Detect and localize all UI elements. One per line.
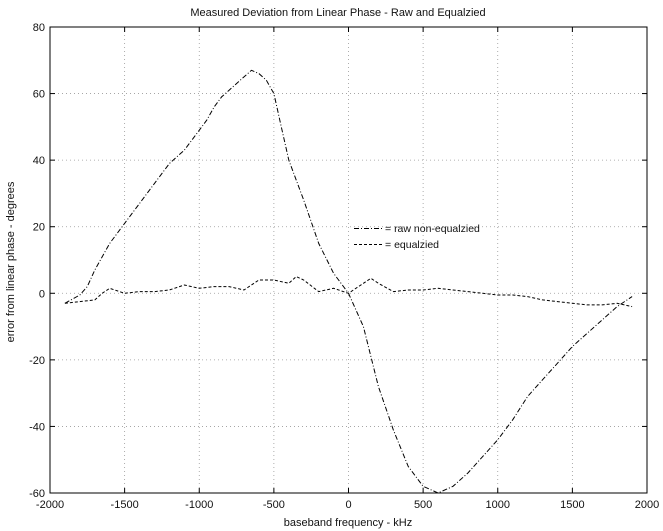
- axis-ticks: [49, 26, 648, 494]
- x-axis-label: baseband frequency - kHz: [284, 517, 412, 529]
- x-tick-labels: -2000 -1500 -1000 -500 0 500 1000 1500 2000: [36, 499, 659, 511]
- y-axis-label: error from linear phase - degrees: [5, 181, 17, 342]
- x-tick-label: -500: [263, 499, 285, 511]
- legend-label-equalized-name: equalzied: [394, 239, 439, 251]
- x-tick-label: 2000: [635, 499, 659, 511]
- y-tick-label: -20: [29, 355, 45, 367]
- legend: = raw non-equalzied = equalzied: [354, 223, 480, 251]
- y-tick-label: 20: [33, 222, 45, 234]
- grid-lines: [50, 27, 647, 493]
- x-tick-label: -1500: [111, 499, 139, 511]
- legend-label-raw-name: raw non-equalzied: [394, 223, 480, 235]
- y-tick-label: 40: [33, 155, 45, 167]
- x-tick-label: 0: [345, 499, 351, 511]
- y-tick-labels: -60 -40 -20 0 20 40 60 80: [29, 22, 45, 500]
- x-tick-label: 500: [414, 499, 432, 511]
- series-line-raw: [64, 69, 633, 494]
- x-tick-label: -1000: [185, 499, 213, 511]
- legend-label-equalized: = equalzied: [385, 239, 439, 251]
- y-tick-label: -40: [29, 421, 45, 433]
- x-tick-label: 1000: [486, 499, 510, 511]
- x-tick-label: -2000: [36, 499, 64, 511]
- y-tick-label: 60: [33, 89, 45, 101]
- chart-title: Measured Deviation from Linear Phase - R…: [190, 7, 485, 19]
- series-line-equalized: [64, 276, 633, 308]
- x-tick-label: 1500: [560, 499, 584, 511]
- y-tick-label: -60: [29, 488, 45, 500]
- series-group: [64, 69, 633, 494]
- y-tick-label: 0: [39, 288, 45, 300]
- legend-label-raw: = raw non-equalzied: [385, 223, 480, 235]
- y-tick-label: 80: [33, 22, 45, 34]
